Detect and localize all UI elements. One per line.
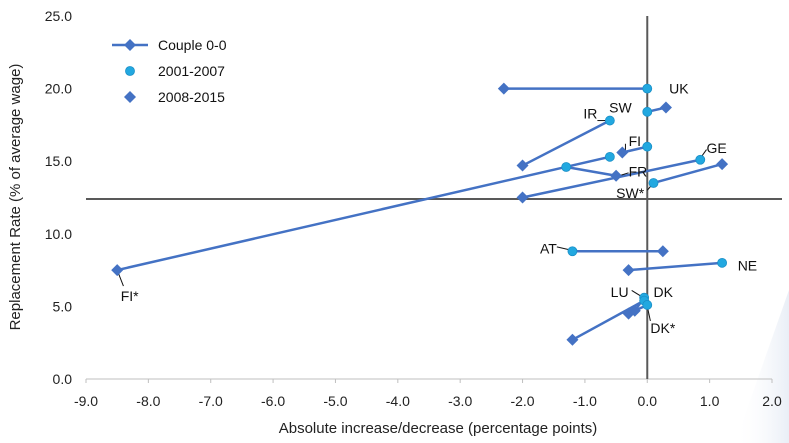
point-label: FI [629,133,641,149]
point-2001-2007 [604,115,615,126]
point-2001-2007 [561,162,572,172]
point-label: UK [669,81,689,97]
connector-line [571,299,645,341]
connector-line [521,119,611,167]
point-2008-2015 [516,159,529,172]
point-label: SW [609,99,632,115]
point-2008-2015 [716,158,729,171]
point-labels: UK SW IR FI FR GE SW* FI* AT NE LU DK DK* [121,81,757,337]
y-tick-label: 0.0 [53,371,73,387]
point-2008-2015 [622,307,635,320]
y-tick-label: 15.0 [45,153,72,169]
connector-line [653,162,723,185]
x-tick-label: 0.0 [638,393,658,409]
y-tick-label: 20.0 [45,81,72,97]
x-tick-label: -4.0 [386,393,410,409]
x-tick-label: 2.0 [762,393,782,409]
legend-label: 2001-2007 [158,63,225,79]
point-2001-2007 [642,83,653,94]
data-markers [111,82,729,346]
point-2008-2015 [622,264,635,277]
legend-label: 2008-2015 [158,89,225,105]
x-tick-label: -5.0 [323,393,347,409]
x-tick-label: -7.0 [199,393,223,409]
point-2008-2015 [656,245,669,258]
legend-diamond-swatch [124,91,136,103]
point-label: LU [611,284,629,300]
x-tick-label: -8.0 [136,393,160,409]
point-2008-2015 [566,333,579,346]
point-label: DK [654,284,674,300]
y-tick-label: 25.0 [45,8,72,24]
connector-lines [116,87,723,341]
label-leader-line [631,290,642,297]
point-2001-2007 [642,141,653,152]
legend: Couple 0-0 2001-2007 2008-2015 [112,37,227,105]
point-2008-2015 [111,264,124,277]
legend-label: Couple 0-0 [158,37,227,53]
point-2001-2007 [642,106,653,117]
point-2008-2015 [659,101,672,114]
point-2008-2015 [616,146,629,159]
x-tick-label: -3.0 [448,393,472,409]
y-tick-label: 10.0 [45,226,72,242]
label-leader-line [556,246,570,251]
x-tick-label: -1.0 [573,393,597,409]
point-2001-2007 [642,300,653,310]
legend-circle-swatch [125,66,135,76]
point-label: FI* [121,288,139,304]
point-label: FR [629,163,648,179]
point-label: NE [738,258,757,274]
x-tick-label: -9.0 [74,393,98,409]
corner-decoration [735,290,789,443]
axes: -9.0 -8.0 -7.0 -6.0 -5.0 -4.0 -3.0 -2.0 -1.0 0.0 1… [45,8,782,409]
connector-line [628,261,723,272]
connector-line [565,165,617,177]
connector-line [116,155,611,272]
point-label: GE [707,140,727,156]
point-2001-2007 [567,246,578,257]
point-2008-2015 [516,191,529,204]
point-2001-2007 [604,151,615,162]
connector-line [522,158,701,199]
x-tick-label: 1.0 [700,393,720,409]
x-tick-label: -6.0 [261,393,285,409]
y-axis-title: Replacement Rate (% of average wage) [7,64,24,331]
x-axis-title: Absolute increase/decrease (percentage p… [279,420,598,437]
point-2008-2015 [610,169,623,182]
x-tick-label: -2.0 [510,393,534,409]
point-2001-2007 [717,257,728,268]
legend-diamond-swatch [124,39,136,51]
point-label: SW* [616,185,645,201]
point-label: DK* [650,320,675,336]
point-2001-2007 [695,154,706,165]
point-label: AT [540,240,557,256]
point-label: IR [583,105,597,121]
y-tick-label: 5.0 [53,298,73,314]
point-2008-2015 [497,82,510,95]
point-2001-2007 [648,178,659,188]
